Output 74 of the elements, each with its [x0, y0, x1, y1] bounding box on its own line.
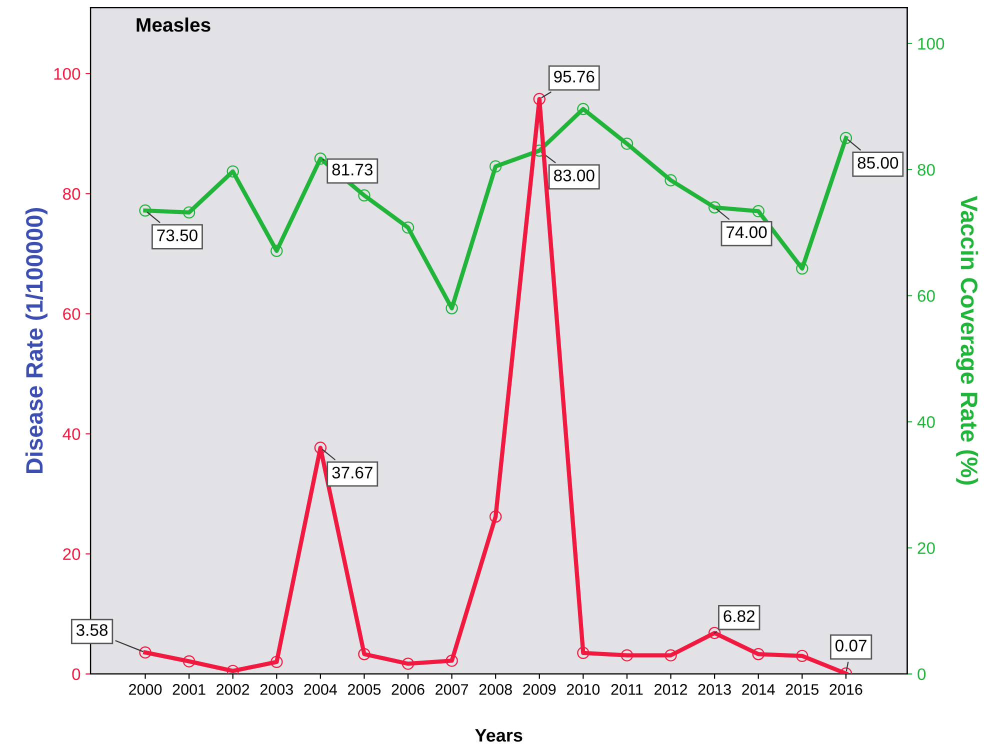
- x-tick-label: 2012: [654, 684, 687, 695]
- point: [402, 658, 414, 670]
- point: [314, 152, 327, 165]
- x-tick-label: 2011: [611, 684, 643, 695]
- x-tick-label: 2013: [698, 684, 731, 695]
- point: [446, 654, 458, 667]
- data-label: 81.73: [332, 164, 373, 176]
- chart-title: Measles: [136, 18, 210, 32]
- y-tick-label: 0: [72, 668, 80, 680]
- point: [533, 92, 546, 106]
- x-tick-label: 2009: [523, 684, 556, 695]
- point: [446, 302, 458, 314]
- x-axis-title: Years: [475, 729, 522, 742]
- y2-tick-label: 40: [917, 416, 935, 428]
- point: [182, 206, 196, 219]
- data-label: 83.00: [554, 170, 594, 182]
- y2-tick-label: 20: [918, 542, 935, 554]
- point: [358, 189, 370, 202]
- point: [620, 138, 634, 150]
- y-tick-label: 60: [63, 308, 80, 320]
- data-label: 3.58: [76, 624, 108, 636]
- point: [402, 221, 414, 234]
- point: [489, 160, 502, 173]
- x-tick-label: 2005: [348, 684, 381, 695]
- point: [752, 648, 764, 660]
- data-label: 37.67: [332, 466, 372, 478]
- point: [270, 656, 283, 668]
- point: [577, 646, 590, 660]
- x-tick-label: 2004: [304, 684, 337, 695]
- point: [226, 165, 239, 178]
- point: [139, 204, 152, 217]
- data-label: 74.00: [726, 226, 767, 238]
- y2-tick-label: 60: [918, 290, 935, 302]
- x-tick-label: 2001: [172, 684, 206, 695]
- point: [139, 646, 152, 659]
- data-label: 0.07: [835, 640, 866, 652]
- y-tick-label: 40: [62, 428, 80, 440]
- point: [708, 626, 721, 640]
- y2-tick-label: 80: [918, 164, 935, 176]
- point: [182, 655, 196, 668]
- point: [270, 244, 283, 257]
- y2-tick-label: 0: [918, 668, 926, 680]
- x-tick-label: 2014: [742, 684, 775, 695]
- point: [752, 205, 764, 218]
- point: [708, 201, 721, 214]
- data-label: 95.76: [554, 70, 594, 83]
- data-label: 6.82: [724, 610, 754, 622]
- y-tick-label: 20: [63, 548, 80, 560]
- point: [796, 650, 808, 662]
- x-tick-label: 2008: [479, 684, 512, 695]
- point: [620, 649, 634, 662]
- point: [577, 102, 590, 116]
- point: [840, 132, 852, 144]
- x-tick-label: 2016: [830, 684, 862, 695]
- x-tick-label: 2007: [436, 684, 468, 695]
- data-label: 85.00: [858, 156, 898, 169]
- y-axis-title: Disease Rate (1/100000): [25, 208, 48, 474]
- x-tick-label: 2002: [216, 684, 250, 695]
- data-label: 73.50: [157, 229, 198, 242]
- x-tick-label: 2006: [392, 684, 424, 695]
- point: [358, 648, 370, 660]
- y2-tick-label: 100: [918, 38, 944, 50]
- x-tick-label: 2003: [260, 684, 293, 695]
- x-tick-label: 2000: [129, 684, 162, 695]
- point: [796, 262, 808, 275]
- y2-axis-title: Vaccin Coverage Rate (%): [956, 196, 978, 485]
- point: [489, 510, 502, 523]
- point: [664, 174, 677, 186]
- x-tick-label: 2015: [786, 684, 818, 695]
- point: [664, 649, 677, 662]
- x-tick-label: 2010: [566, 684, 600, 695]
- point: [314, 442, 327, 454]
- y-tick-label: 80: [62, 188, 80, 200]
- y-tick-label: 100: [54, 68, 80, 80]
